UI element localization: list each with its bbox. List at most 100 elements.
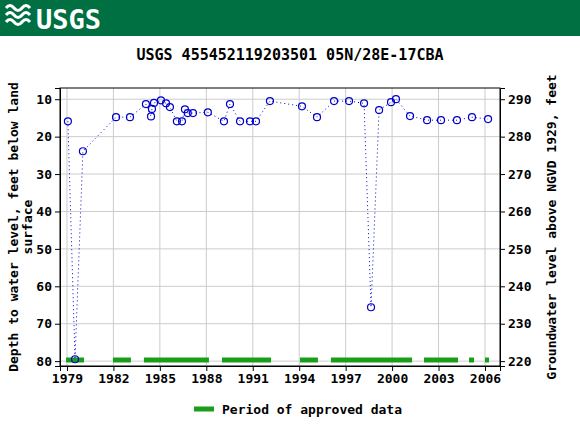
tick-label: 10 bbox=[36, 92, 52, 107]
grid-line-y bbox=[60, 286, 500, 287]
tick: 10 bbox=[36, 92, 60, 107]
data-point bbox=[189, 110, 196, 117]
tick-label: 80 bbox=[36, 354, 52, 369]
data-point bbox=[392, 96, 399, 103]
tick-label: 220 bbox=[508, 354, 532, 369]
tick-label: 1982 bbox=[98, 371, 129, 386]
data-point bbox=[438, 117, 445, 124]
data-point bbox=[253, 118, 260, 125]
tick-label: 260 bbox=[508, 204, 532, 219]
grid-line-x bbox=[345, 88, 346, 366]
tick: 1988 bbox=[191, 366, 222, 386]
tick: 60 bbox=[36, 279, 60, 294]
approved-period bbox=[469, 358, 474, 363]
data-point bbox=[113, 114, 120, 121]
tick-label: 2000 bbox=[377, 371, 408, 386]
tick: 50 bbox=[36, 242, 60, 257]
x-axis: 1979198219851988199119941997200020032006 bbox=[52, 366, 501, 386]
data-point bbox=[148, 113, 155, 120]
data-point bbox=[126, 114, 133, 121]
tick: 2000 bbox=[377, 366, 408, 386]
grid bbox=[60, 88, 500, 366]
tick-label: 1994 bbox=[284, 371, 315, 386]
logo-wave bbox=[6, 20, 30, 25]
data-point bbox=[485, 116, 492, 123]
legend: Period of approved data bbox=[194, 402, 402, 417]
tick-label: 270 bbox=[508, 167, 532, 182]
axis-line bbox=[501, 89, 506, 367]
tick-mark bbox=[55, 249, 60, 250]
data-point bbox=[468, 114, 475, 121]
legend-swatch bbox=[194, 407, 214, 412]
tick-mark bbox=[500, 286, 505, 287]
tick: 1979 bbox=[52, 366, 83, 386]
tick: 240 bbox=[500, 279, 532, 294]
tick: 250 bbox=[500, 242, 532, 257]
chart: USGSUSGS 455452119203501 05N/28E-17CBA19… bbox=[0, 0, 580, 430]
tick: 2003 bbox=[423, 366, 454, 386]
tick-label: 280 bbox=[508, 129, 532, 144]
approved-period bbox=[113, 358, 131, 363]
banner bbox=[0, 0, 580, 36]
tick-mark bbox=[500, 99, 505, 100]
grid-line-y bbox=[60, 99, 500, 100]
tick-mark bbox=[500, 211, 505, 212]
tick: 220 bbox=[500, 354, 532, 369]
tick-label: 1985 bbox=[145, 371, 176, 386]
tick-label: 290 bbox=[508, 92, 532, 107]
tick: 20 bbox=[36, 129, 60, 144]
data-point bbox=[204, 109, 211, 116]
data-point bbox=[142, 101, 149, 108]
grid-line-x bbox=[299, 88, 300, 366]
data-point bbox=[331, 98, 338, 105]
tick-label: 40 bbox=[36, 204, 52, 219]
data-point bbox=[226, 101, 233, 108]
tick: 40 bbox=[36, 204, 60, 219]
data-point bbox=[376, 107, 383, 114]
tick: 230 bbox=[500, 316, 532, 331]
approved-period bbox=[300, 358, 318, 363]
tick-mark bbox=[500, 137, 505, 138]
data-point bbox=[220, 118, 227, 125]
approved-period bbox=[331, 358, 412, 363]
grid-line-x bbox=[206, 88, 207, 366]
y2-axis: 220 230 240 250 260 270 280 290 bbox=[500, 89, 532, 369]
grid-line-x bbox=[66, 88, 67, 366]
axis-line bbox=[55, 89, 61, 367]
tick: 70 bbox=[36, 316, 60, 331]
data-point bbox=[79, 148, 86, 155]
tick-label: 50 bbox=[36, 242, 52, 257]
approved-period bbox=[222, 358, 271, 363]
tick-label: 230 bbox=[508, 316, 532, 331]
grid-line-x bbox=[252, 88, 253, 366]
tick-label: 1991 bbox=[238, 371, 269, 386]
data-point bbox=[314, 114, 321, 121]
tick-label: 250 bbox=[508, 242, 532, 257]
data-point bbox=[424, 117, 431, 124]
tick: 30 bbox=[36, 167, 60, 182]
grid-line-x bbox=[392, 88, 393, 366]
data-point bbox=[150, 99, 157, 106]
tick-mark bbox=[500, 324, 505, 325]
grid-line-x bbox=[438, 88, 439, 366]
grid-line-y bbox=[60, 211, 500, 212]
y-axis: 10 20 30 40 50 60 70 80 bbox=[36, 89, 60, 369]
tick: 270 bbox=[500, 167, 532, 182]
tick: 1982 bbox=[98, 366, 129, 386]
logo-wave bbox=[6, 6, 30, 11]
header: USGS bbox=[0, 0, 580, 36]
grid-line-y bbox=[60, 248, 500, 249]
data-point bbox=[346, 98, 353, 105]
approved-period bbox=[424, 358, 458, 363]
tick-label: 1997 bbox=[330, 371, 361, 386]
series-line bbox=[68, 99, 488, 359]
tick: 80 bbox=[36, 354, 60, 369]
logo-text: USGS bbox=[36, 4, 101, 35]
grid-line-x bbox=[113, 88, 114, 366]
grid-line-y bbox=[60, 136, 500, 137]
tick: 260 bbox=[500, 204, 532, 219]
tick-label: 20 bbox=[36, 129, 52, 144]
grid-line-y bbox=[60, 361, 500, 362]
plot-area bbox=[64, 96, 491, 363]
tick-mark bbox=[55, 174, 60, 175]
